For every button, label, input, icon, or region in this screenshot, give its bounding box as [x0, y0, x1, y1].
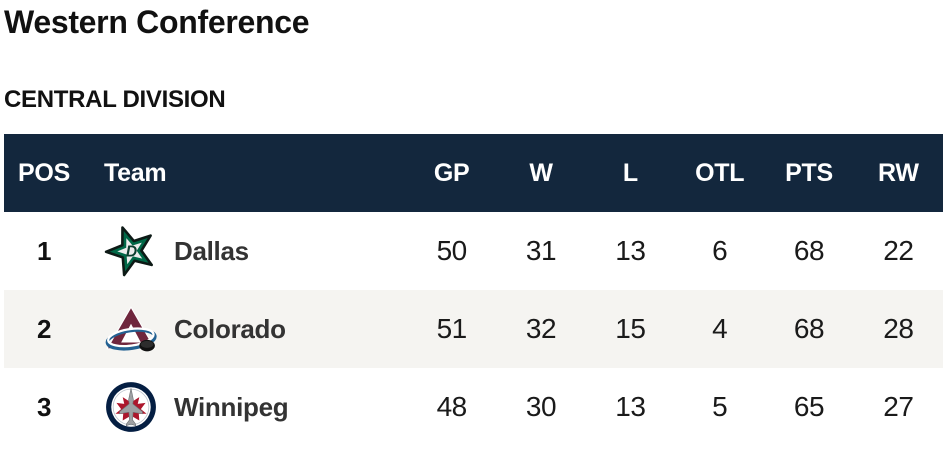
table-row-colorado: 2 Colorado 51 32	[4, 290, 943, 368]
winnipeg-jets-logo[interactable]	[104, 380, 158, 434]
stat-otl: 6	[712, 235, 728, 266]
stat-l: 13	[615, 391, 646, 422]
column-header-otl: OTL	[695, 158, 745, 187]
column-header-team: Team	[104, 158, 167, 187]
svg-text:D: D	[126, 244, 137, 261]
team-cell-colorado[interactable]: Colorado	[84, 302, 407, 356]
team-name-link[interactable]: Winnipeg	[174, 391, 289, 422]
standings-table: POS Team GP W L OTL PTS RW 1 D Dallas	[4, 134, 943, 446]
team-cell-winnipeg[interactable]: Winnipeg	[84, 380, 407, 434]
column-header-rw: RW	[878, 158, 919, 187]
stat-w: 31	[525, 235, 557, 266]
colorado-avalanche-logo[interactable]	[104, 302, 158, 356]
stat-w: 30	[525, 391, 557, 422]
team-name-link[interactable]: Dallas	[174, 235, 249, 266]
team-position: 3	[37, 391, 51, 422]
stat-l: 13	[615, 235, 646, 266]
section-title: CENTRAL DIVISION	[4, 86, 226, 113]
stat-l: 15	[615, 313, 646, 344]
team-position: 1	[37, 235, 51, 266]
stat-gp: 51	[436, 313, 468, 344]
table-header-row: POS Team GP W L OTL PTS RW	[4, 134, 943, 212]
dallas-stars-logo[interactable]: D	[104, 224, 158, 278]
standings-page: Western Conference CENTRAL DIVISION POS …	[0, 4, 946, 450]
stat-pts: 68	[793, 235, 825, 266]
page-title: Western Conference	[4, 4, 310, 40]
team-cell-dallas[interactable]: D Dallas	[84, 224, 407, 278]
table-row-winnipeg: 3 Winnipeg 48 30 13 5 65 27	[4, 368, 943, 446]
stat-pts: 68	[793, 313, 825, 344]
column-header-pos: POS	[18, 158, 70, 187]
stat-rw: 27	[883, 391, 914, 422]
stat-otl: 5	[712, 391, 728, 422]
stat-pts: 65	[793, 391, 825, 422]
stat-w: 32	[525, 313, 557, 344]
column-header-gp: GP	[433, 158, 470, 187]
stat-rw: 22	[883, 235, 914, 266]
team-position: 2	[37, 313, 51, 344]
column-header-l: L	[622, 158, 638, 187]
column-header-w: W	[529, 158, 553, 187]
table-row-dallas: 1 D Dallas 50 31 13 6 68 22	[4, 212, 943, 290]
stat-gp: 48	[436, 391, 468, 422]
column-header-pts: PTS	[785, 158, 833, 187]
team-name-link[interactable]: Colorado	[174, 313, 286, 344]
stat-rw: 28	[883, 313, 914, 344]
stat-gp: 50	[436, 235, 468, 266]
stat-otl: 4	[712, 313, 728, 344]
